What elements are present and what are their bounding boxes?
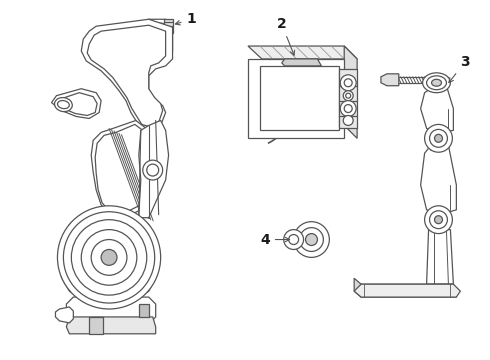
Circle shape bbox=[430, 129, 447, 147]
Polygon shape bbox=[427, 230, 453, 284]
Circle shape bbox=[101, 249, 117, 265]
Polygon shape bbox=[282, 59, 321, 66]
Ellipse shape bbox=[422, 73, 450, 93]
Circle shape bbox=[147, 164, 159, 176]
Ellipse shape bbox=[432, 79, 441, 86]
Ellipse shape bbox=[54, 98, 73, 112]
Ellipse shape bbox=[427, 76, 446, 90]
Text: 1: 1 bbox=[175, 12, 196, 26]
Polygon shape bbox=[81, 19, 172, 130]
Polygon shape bbox=[56, 93, 97, 116]
Polygon shape bbox=[248, 46, 357, 59]
Circle shape bbox=[57, 206, 161, 309]
Polygon shape bbox=[248, 59, 344, 138]
Polygon shape bbox=[131, 121, 169, 218]
Circle shape bbox=[344, 79, 352, 87]
Ellipse shape bbox=[57, 100, 69, 109]
Polygon shape bbox=[61, 215, 156, 299]
Circle shape bbox=[81, 230, 137, 285]
Polygon shape bbox=[142, 19, 172, 59]
Circle shape bbox=[306, 234, 318, 246]
Circle shape bbox=[91, 239, 127, 275]
Polygon shape bbox=[260, 66, 339, 130]
Text: 2: 2 bbox=[277, 17, 294, 55]
Circle shape bbox=[344, 105, 352, 113]
Polygon shape bbox=[420, 145, 456, 215]
Circle shape bbox=[425, 125, 452, 152]
Circle shape bbox=[343, 91, 353, 100]
Circle shape bbox=[289, 235, 298, 244]
Polygon shape bbox=[146, 23, 169, 55]
Polygon shape bbox=[354, 284, 460, 297]
Circle shape bbox=[72, 220, 147, 295]
Polygon shape bbox=[51, 89, 101, 118]
Circle shape bbox=[299, 228, 323, 251]
Polygon shape bbox=[87, 25, 166, 126]
Polygon shape bbox=[339, 69, 357, 129]
Circle shape bbox=[340, 100, 356, 117]
Polygon shape bbox=[361, 284, 456, 297]
Polygon shape bbox=[66, 317, 156, 334]
Polygon shape bbox=[95, 125, 156, 214]
Circle shape bbox=[340, 75, 356, 91]
Circle shape bbox=[425, 206, 452, 234]
Polygon shape bbox=[89, 317, 103, 334]
Polygon shape bbox=[381, 74, 399, 86]
Polygon shape bbox=[164, 19, 172, 33]
Polygon shape bbox=[139, 304, 149, 317]
Circle shape bbox=[284, 230, 303, 249]
Polygon shape bbox=[66, 297, 156, 324]
Text: 4: 4 bbox=[260, 233, 290, 247]
Circle shape bbox=[346, 93, 351, 98]
Circle shape bbox=[435, 216, 442, 224]
Circle shape bbox=[63, 212, 155, 303]
Text: 3: 3 bbox=[449, 55, 470, 82]
Polygon shape bbox=[420, 86, 453, 132]
Circle shape bbox=[143, 160, 163, 180]
Circle shape bbox=[430, 211, 447, 229]
Circle shape bbox=[343, 116, 353, 125]
Polygon shape bbox=[91, 121, 159, 218]
Circle shape bbox=[435, 134, 442, 142]
Circle shape bbox=[294, 222, 329, 257]
Polygon shape bbox=[55, 307, 74, 323]
Polygon shape bbox=[354, 278, 361, 297]
Polygon shape bbox=[344, 46, 357, 138]
